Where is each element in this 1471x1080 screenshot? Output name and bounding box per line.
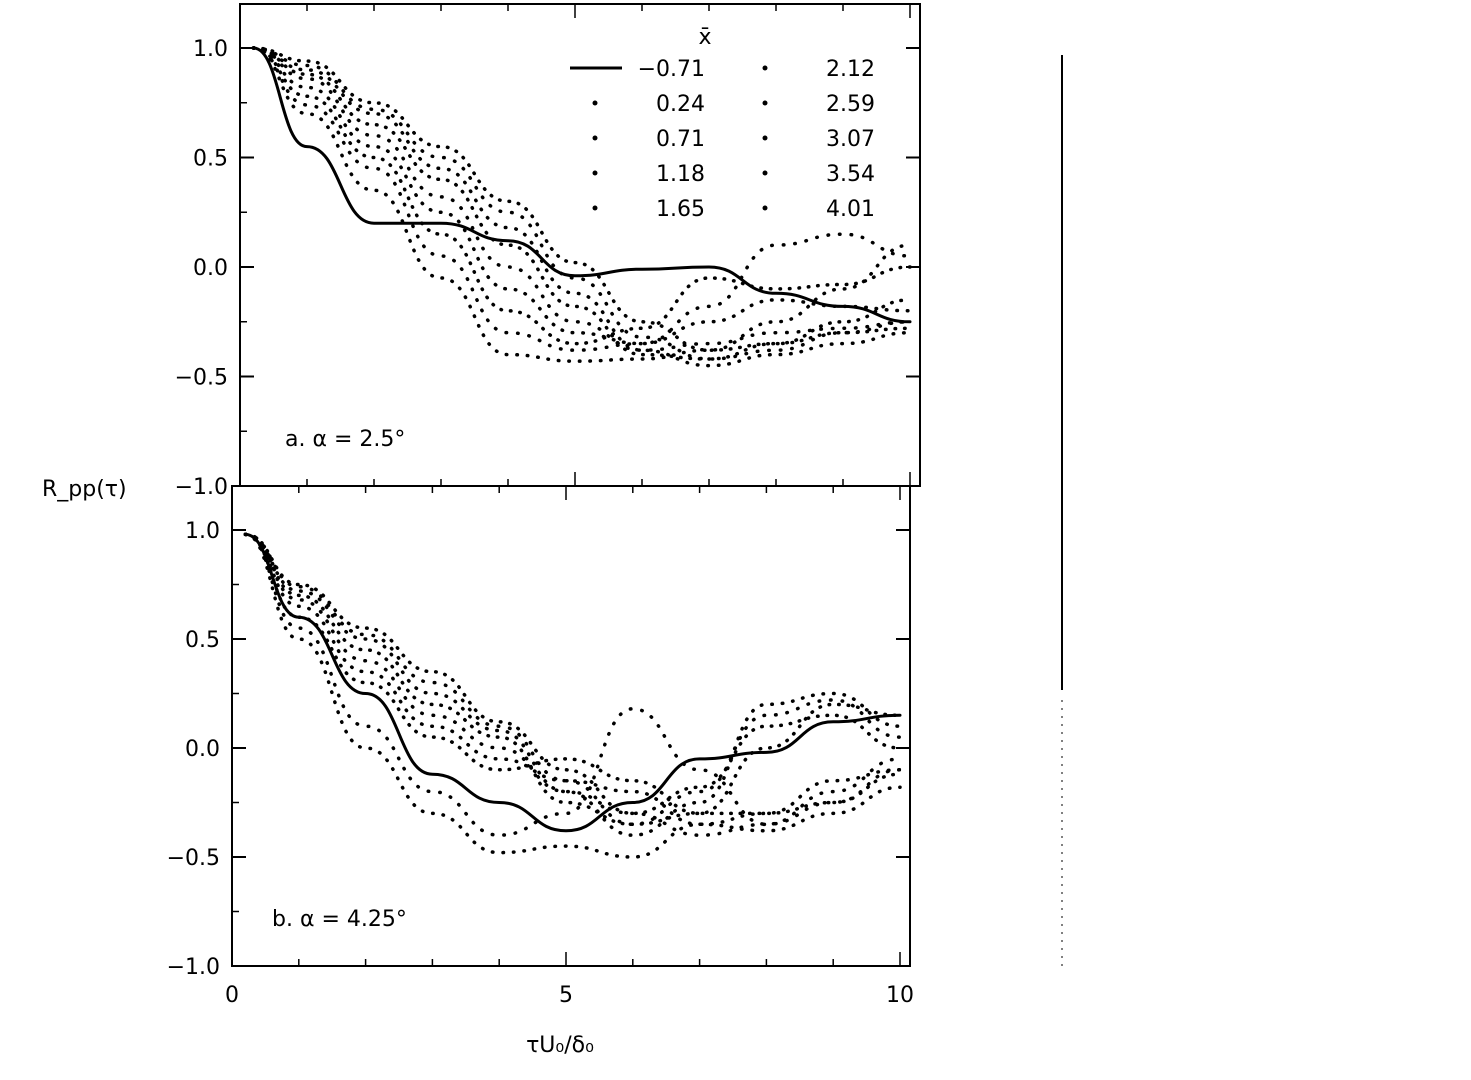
legend-entry: 3.54 xyxy=(826,162,875,187)
x-tick-label: 10 xyxy=(886,983,914,1008)
series-line-1.18 xyxy=(243,532,902,816)
legend-entry: 1.18 xyxy=(656,162,705,187)
y-tick-label: 1.0 xyxy=(185,519,220,544)
y-tick-label: −1.0 xyxy=(167,955,220,980)
y-tick-label: 0.0 xyxy=(193,256,228,281)
y-tick-label: 0.0 xyxy=(185,737,220,762)
x-tick-label: 5 xyxy=(559,983,573,1008)
legend-entry: 2.59 xyxy=(826,92,875,117)
series-line-3.07 xyxy=(251,46,912,368)
y-tick-label: 0.5 xyxy=(193,147,228,172)
legend-entry: −0.71 xyxy=(638,57,705,82)
series-line-1.18 xyxy=(251,46,912,346)
legend-entry: 3.07 xyxy=(826,127,875,152)
y-tick-label: −1.0 xyxy=(175,475,228,500)
series-line-1.65 xyxy=(243,532,902,833)
series-line-0.24 xyxy=(251,46,912,363)
legend-swatch xyxy=(762,205,768,211)
legend-title: x̄ xyxy=(698,25,711,50)
y-axis-title: R_pp(τ) xyxy=(42,477,127,502)
legend-entry: 0.71 xyxy=(656,127,705,152)
legend-swatch xyxy=(592,205,598,211)
y-tick-label: 1.0 xyxy=(193,37,228,62)
legend-entry: 0.24 xyxy=(656,92,705,117)
series-line-0.24 xyxy=(243,532,902,859)
plot-root: 1.0 0.5 0.0 −0.5 −1.0 a. α = 2.5° x̄ −0.71 0.24 0… xyxy=(42,3,921,1058)
panel-a: 1.0 0.5 0.0 −0.5 −1.0 a. α = 2.5° x̄ −0.71 0.24 0… xyxy=(42,3,921,502)
series-line-4.01 xyxy=(243,532,902,816)
legend-entry: 2.12 xyxy=(826,57,875,82)
series-line-3.54 xyxy=(243,532,902,827)
series-line-0.71 xyxy=(243,532,902,837)
legend-swatch xyxy=(762,170,768,176)
series-line-3.07 xyxy=(243,532,902,837)
series-line-2.59 xyxy=(243,532,902,827)
series-line-4.01 xyxy=(251,46,912,352)
legend-entry: 1.65 xyxy=(656,197,705,222)
legend-swatch xyxy=(592,100,598,106)
series-line-0.71 xyxy=(251,46,912,324)
y-tick-label: −0.5 xyxy=(167,846,220,871)
series-line-2.12 xyxy=(243,532,902,837)
legend-swatch xyxy=(762,100,768,106)
legend: x̄ −0.71 0.24 0.71 1.18 1.65 2.12 2.59 3.07 3.54 4… xyxy=(570,25,875,222)
x-tick-label: 0 xyxy=(225,983,239,1008)
series-line-0.71 xyxy=(243,532,902,833)
y-tick-label: 0.5 xyxy=(185,628,220,653)
plot-frame xyxy=(231,485,911,967)
legend-swatch xyxy=(592,135,598,141)
legend-swatch xyxy=(762,65,768,71)
panel-label: a. α = 2.5° xyxy=(285,427,405,452)
y-tick-label: −0.5 xyxy=(175,366,228,391)
panel-b: 1.0 0.5 0.0 −0.5 −1.00 5 10 b. α = 4.25° τU₀/δ₀ xyxy=(167,485,914,1058)
legend-entry: 4.01 xyxy=(826,197,875,222)
legend-swatch xyxy=(762,135,768,141)
panel-label: b. α = 4.25° xyxy=(272,907,407,932)
plot-frame xyxy=(239,3,921,487)
x-axis-title: τU₀/δ₀ xyxy=(526,1033,594,1058)
legend-swatch xyxy=(592,170,598,176)
